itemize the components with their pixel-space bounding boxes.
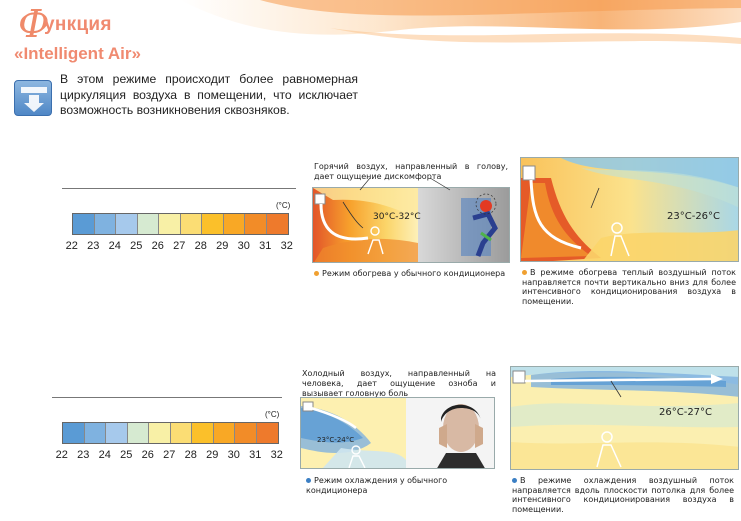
- cooling-intelligent-temp: 26°C-27°C: [659, 407, 713, 418]
- scale-cell: [84, 423, 106, 443]
- cooling-temperature-scale: [62, 422, 279, 444]
- heating-temperature-scale: [72, 213, 289, 235]
- heating-conventional-room: 30°C-32°C: [312, 187, 510, 263]
- scale-number: 24: [108, 240, 121, 252]
- scale-number: 23: [77, 449, 90, 461]
- scale-cell: [63, 423, 85, 443]
- scale-cell: [116, 214, 138, 234]
- scale-number: 28: [184, 449, 197, 461]
- heating-conventional-caption: Горячий воздух, направленный в голову, д…: [314, 162, 508, 181]
- scale-number: 25: [120, 449, 133, 461]
- scale-cell: [149, 423, 171, 443]
- scale-number: 25: [130, 240, 143, 252]
- bullet-dot: [512, 478, 517, 483]
- scale-cell: [213, 423, 235, 443]
- scale-cell: [137, 214, 159, 234]
- caption-pointer-arrows: [359, 178, 451, 191]
- heating-intelligent-label-text: В режиме обогрева теплый воздушный поток…: [522, 268, 736, 306]
- cooling-conventional-room: 23°C-24°C: [300, 397, 495, 469]
- scale-cell: [192, 423, 214, 443]
- scale-cell: [180, 214, 202, 234]
- heating-intelligent-label: В режиме обогрева теплый воздушный поток…: [522, 268, 736, 306]
- scale-number: 23: [87, 240, 100, 252]
- scale-number: 22: [55, 449, 68, 461]
- header-swoosh-decoration: [180, 0, 741, 44]
- scale-cell: [127, 423, 149, 443]
- page-title: ункция: [44, 14, 112, 35]
- scale-cell: [245, 214, 267, 234]
- scale-number: 27: [163, 449, 176, 461]
- cooling-intelligent-room: 26°C-27°C: [510, 366, 739, 470]
- bullet-dot: [306, 478, 311, 483]
- heating-conventional-temp: 30°C-32°C: [373, 212, 421, 222]
- intro-text: В этом режиме происходит более равномерн…: [60, 72, 358, 117]
- scale-number: 31: [259, 240, 272, 252]
- scale-cell: [256, 423, 278, 443]
- scale-number: 32: [270, 449, 283, 461]
- cooling-conventional-label-text: Режим охлаждения у обычного кондиционера: [306, 476, 448, 495]
- scale-number: 32: [280, 240, 293, 252]
- cooling-intelligent-label-text: В режиме охлаждения воздушный поток напр…: [512, 476, 734, 514]
- scale-cell: [235, 423, 257, 443]
- heating-intelligent-room: 23°C-26°C: [520, 157, 739, 262]
- cooling-intelligent-label: В режиме охлаждения воздушный поток напр…: [512, 476, 734, 514]
- scale-cell: [94, 214, 116, 234]
- scale-cell: [106, 423, 128, 443]
- scale-number: 22: [65, 240, 78, 252]
- bullet-dot: [522, 270, 527, 275]
- scale-number: 28: [194, 240, 207, 252]
- page-subtitle: «Intelligent Air»: [14, 44, 141, 63]
- scale-number: 24: [98, 449, 111, 461]
- cooling-scale-unit: (°C): [265, 410, 280, 419]
- scale-number: 29: [206, 449, 219, 461]
- heating-scale-unit: (°C): [276, 201, 291, 210]
- airflow-down-icon: [14, 80, 52, 116]
- heating-conventional-label-text: Режим обогрева у обычного кондиционера: [322, 269, 506, 278]
- scale-number: 30: [237, 240, 250, 252]
- scale-number: 31: [249, 449, 262, 461]
- scale-cell: [202, 214, 224, 234]
- cooling-conventional-temp: 23°C-24°C: [317, 436, 355, 444]
- scale-cell: [73, 214, 95, 234]
- scale-cell: [223, 214, 245, 234]
- cooling-divider: [52, 397, 282, 398]
- bullet-dot: [314, 271, 319, 276]
- cooling-scale-numbers: 22 23 24 25 26 27 28 29 30 31 32: [51, 449, 288, 461]
- scale-cell: [159, 214, 181, 234]
- heating-conventional-label: Режим обогрева у обычного кондиционера: [314, 269, 514, 279]
- scale-number: 27: [173, 240, 186, 252]
- scale-number: 26: [151, 240, 164, 252]
- scale-cell: [266, 214, 288, 234]
- heating-intelligent-temp: 23°C-26°C: [667, 211, 721, 222]
- scale-number: 29: [216, 240, 229, 252]
- heating-divider: [62, 188, 296, 189]
- scale-cell: [170, 423, 192, 443]
- cooling-conventional-label: Режим охлаждения у обычного кондиционера: [306, 476, 506, 495]
- heating-scale-numbers: 22 23 24 25 26 27 28 29 30 31 32: [61, 240, 298, 252]
- cooling-conventional-caption: Холодный воздух, направленный на человек…: [302, 369, 496, 398]
- scale-number: 26: [141, 449, 154, 461]
- title-initial: Ф: [18, 2, 50, 46]
- scale-number: 30: [227, 449, 240, 461]
